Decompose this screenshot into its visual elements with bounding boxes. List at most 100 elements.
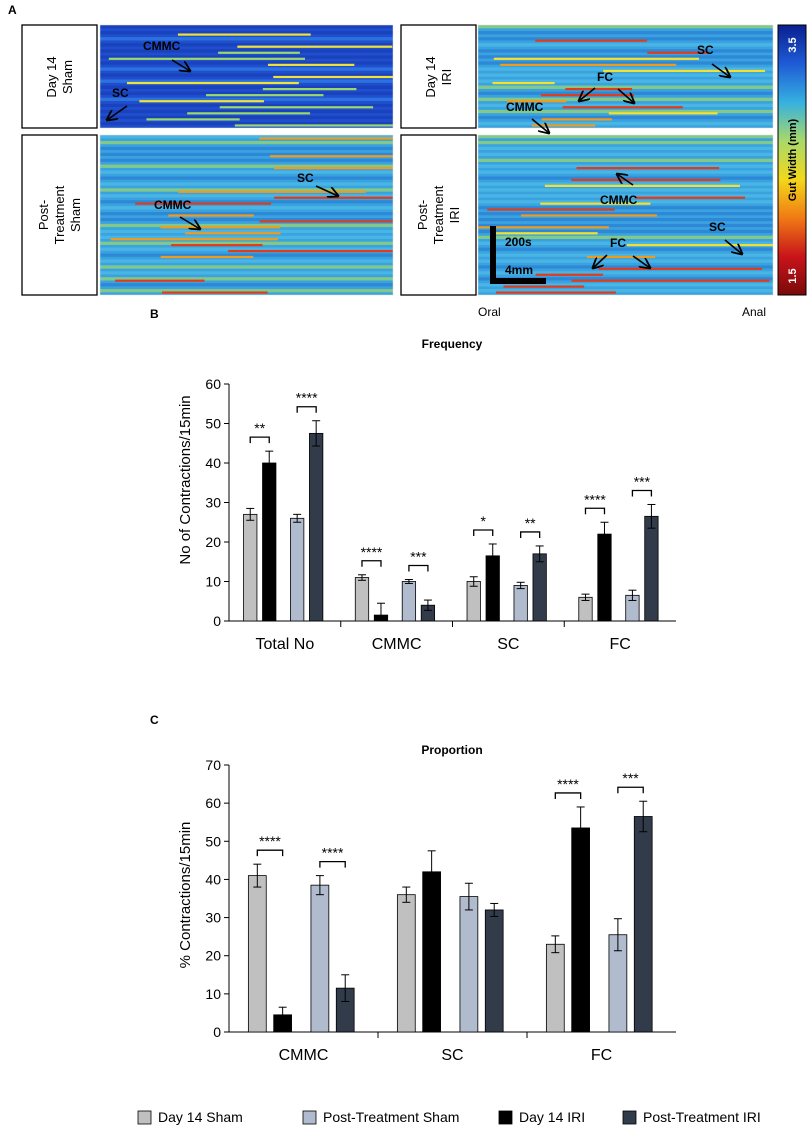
map-stripe: [100, 103, 393, 108]
significance-label: **: [254, 420, 265, 436]
map-contraction-band: [544, 184, 740, 187]
axis-anal-label: Anal: [742, 305, 766, 319]
x-tick-label: Total No: [256, 636, 315, 653]
map-stripe: [478, 152, 773, 157]
map-contraction-band: [146, 118, 240, 121]
map-stripe: [100, 265, 393, 269]
annotation-fc: FC: [597, 70, 613, 84]
map-contraction-band: [562, 106, 683, 109]
significance-bracket: [554, 792, 582, 799]
bar: [290, 517, 305, 622]
map-stripe: [478, 217, 773, 222]
scale-time-label: 200s: [505, 235, 532, 249]
significance-bracket: [361, 560, 382, 567]
y-tick-label: 40: [205, 871, 221, 887]
annotation-cmmc: CMMC: [143, 39, 181, 53]
colorbar-title: Gut Width (mm): [787, 118, 799, 201]
map-stripe: [478, 55, 773, 59]
bar: [545, 943, 565, 1033]
map-title-line: Treatment: [52, 185, 67, 244]
map-stripe: [100, 37, 393, 41]
legend: Day 14 Sham Post-Treatment Sham Day 14 IRI…: [137, 1109, 761, 1125]
map-stripe: [478, 271, 773, 275]
map-stripe: [100, 43, 393, 47]
map-stripe: [100, 135, 393, 139]
map-stripe: [478, 277, 773, 281]
y-axis-label: No of Contractions/15min: [177, 395, 194, 564]
y-tick-label: 0: [213, 613, 221, 629]
map-contraction-band: [237, 45, 393, 48]
map-contraction-band: [139, 100, 264, 103]
map-stripe: [100, 164, 393, 168]
significance-bracket: [249, 436, 270, 444]
map-contraction-band: [540, 202, 651, 205]
chart-title: Frequency: [422, 337, 483, 351]
map-title-line: Day 14: [423, 56, 438, 97]
annotation-cmmc: CMMC: [506, 100, 544, 114]
map-contraction-band: [108, 57, 305, 60]
map-stripe: [100, 61, 393, 65]
y-axis-label: % Contractions/15min: [177, 822, 194, 969]
legend-label: Post-Treatment IRI: [643, 1109, 761, 1125]
map-title-line: IRI: [447, 207, 462, 224]
map-stripe: [100, 259, 393, 263]
map-title-line: Sham: [68, 198, 83, 232]
legend-swatch: [137, 1110, 152, 1125]
map-contraction-band: [478, 226, 609, 229]
map-contraction-band: [603, 69, 766, 73]
map-title-line: IRI: [439, 69, 454, 86]
map-contraction-band: [496, 291, 616, 294]
map-stripe: [478, 121, 773, 126]
map-stripe: [100, 200, 393, 204]
x-tick-label: FC: [609, 636, 630, 653]
map-stripe: [100, 109, 393, 114]
bar: [513, 585, 528, 622]
map-stripe: [100, 223, 393, 228]
map-stripe: [478, 164, 773, 168]
y-tick-label: 0: [213, 1024, 221, 1040]
y-tick-label: 50: [205, 416, 221, 432]
x-tick-label: SC: [441, 1047, 463, 1064]
map-stripe: [478, 235, 773, 239]
map-stripe: [100, 91, 393, 95]
map-stripe: [478, 43, 773, 47]
map-stripe: [478, 265, 773, 269]
legend-label: Post-Treatment Sham: [323, 1109, 459, 1125]
map-stripe: [100, 170, 393, 174]
map-contraction-band: [531, 124, 596, 127]
y-tick-label: 50: [205, 833, 221, 849]
map-stripe: [100, 277, 393, 281]
scale-length-label: 4mm: [505, 263, 533, 277]
legend-swatch: [498, 1110, 513, 1125]
map-frame: [99, 134, 394, 296]
y-tick-label: 30: [205, 910, 221, 926]
chart-title: Proportion: [421, 743, 482, 757]
map-stripe: [100, 146, 393, 151]
bar: [532, 553, 547, 622]
map-stripe: [100, 31, 393, 35]
map-stripe: [100, 67, 393, 71]
annotation-sc: SC: [112, 86, 129, 100]
map-contraction-band: [535, 39, 648, 42]
significance-label: ****: [557, 776, 579, 792]
map-contraction-band: [586, 255, 656, 259]
map-stripe: [478, 212, 773, 216]
legend-label: Day 14 Sham: [158, 1109, 243, 1125]
map-title-line: Post-: [415, 200, 430, 230]
map-contraction-band: [234, 124, 393, 127]
significance-label: ***: [410, 549, 427, 565]
bar: [422, 871, 441, 1033]
proportion-chart: Proportion % Contractions/15min 0 10 20 30 4…: [177, 743, 676, 1064]
panel-a-label: A: [8, 3, 17, 17]
map-stripe: [478, 85, 773, 89]
significance-label: ****: [259, 833, 281, 849]
map-stripe: [100, 49, 393, 53]
map-contraction-band: [493, 232, 598, 235]
bar: [243, 513, 258, 622]
annotation-cmmc: CMMC: [154, 198, 192, 212]
map-contraction-band: [160, 226, 281, 229]
map-stripe: [478, 25, 773, 29]
map-stripe: [100, 140, 393, 145]
significance-bracket: [631, 489, 653, 497]
annotation-arrow: [632, 255, 650, 268]
